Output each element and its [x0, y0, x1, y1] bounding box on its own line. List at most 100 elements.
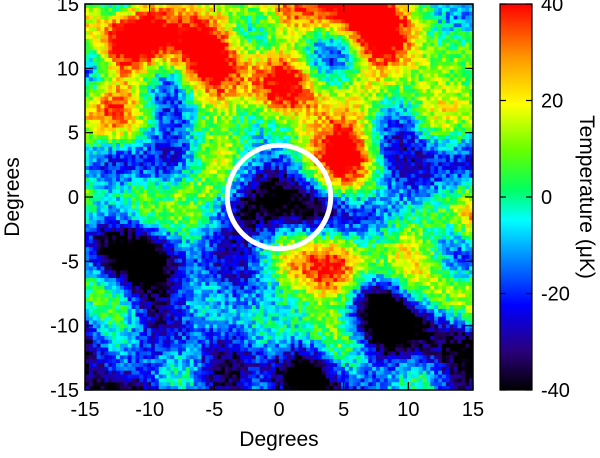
heatmap-cell: [150, 100, 156, 105]
heatmap-cell: [360, 108, 365, 113]
heatmap-cell: [88, 189, 94, 194]
heatmap-cell: [213, 119, 218, 125]
heatmap-cell: [116, 158, 121, 163]
heatmap-cell: [193, 135, 198, 140]
heatmap-cell: [251, 69, 257, 74]
heatmap-cell: [391, 4, 396, 9]
heatmap-cell: [205, 11, 210, 16]
heatmap-cell: [197, 112, 202, 117]
heatmap-cell: [321, 23, 326, 28]
heatmap-cell: [139, 85, 144, 90]
heatmap-cell: [352, 150, 357, 155]
heatmap-cell: [197, 50, 202, 55]
heatmap-cell: [368, 166, 373, 171]
heatmap-cell: [255, 127, 260, 132]
heatmap-cell: [178, 15, 183, 20]
heatmap-cell: [259, 38, 264, 43]
heatmap-cell: [414, 123, 420, 128]
heatmap-cell: [178, 96, 183, 101]
heatmap-cell: [302, 142, 307, 148]
heatmap-cell: [88, 96, 94, 101]
heatmap-cell: [410, 54, 416, 59]
heatmap-cell: [348, 19, 354, 24]
heatmap-cell: [205, 50, 210, 55]
heatmap-cell: [298, 169, 303, 175]
heatmap-cell: [259, 185, 264, 190]
heatmap-cell: [465, 185, 470, 190]
heatmap-cell: [306, 127, 311, 132]
heatmap-cell: [279, 119, 284, 125]
heatmap-cell: [279, 131, 284, 136]
heatmap-cell: [414, 58, 420, 63]
heatmap-cell: [185, 169, 191, 175]
heatmap-cell: [399, 7, 404, 13]
heatmap-cell: [267, 162, 272, 167]
heatmap-cell: [213, 181, 218, 186]
heatmap-cell: [352, 146, 357, 152]
heatmap-cell: [251, 38, 257, 43]
heatmap-cell: [438, 115, 443, 121]
heatmap-cell: [434, 38, 439, 43]
heatmap-cell: [410, 65, 416, 71]
heatmap-cell: [321, 4, 326, 9]
heatmap-cell: [247, 162, 253, 167]
heatmap-cell: [236, 115, 241, 121]
heatmap-cell: [407, 92, 412, 98]
heatmap-cell: [376, 154, 381, 159]
heatmap-cell: [116, 61, 121, 67]
heatmap-cell: [298, 185, 303, 190]
heatmap-cell: [410, 100, 416, 105]
heatmap-cell: [154, 127, 160, 132]
heatmap-cell: [259, 61, 264, 67]
heatmap-cell: [213, 54, 218, 59]
heatmap-cell: [282, 119, 288, 125]
heatmap-cell: [410, 42, 416, 47]
heatmap-cell: [383, 173, 389, 179]
heatmap-cell: [422, 154, 427, 159]
heatmap-cell: [387, 108, 392, 113]
heatmap-cell: [434, 127, 439, 132]
heatmap-cell: [213, 100, 218, 105]
heatmap-cell: [341, 92, 346, 98]
heatmap-cell: [317, 92, 323, 98]
heatmap-cell: [185, 34, 191, 40]
heatmap-cell: [263, 169, 268, 175]
heatmap-cell: [430, 154, 435, 159]
heatmap-cell: [457, 115, 462, 121]
heatmap-cell: [286, 19, 292, 24]
heatmap-cell: [201, 142, 206, 148]
heatmap-cell: [333, 77, 338, 82]
heatmap-cell: [372, 150, 377, 155]
heatmap-cell: [294, 127, 299, 132]
heatmap-cell: [232, 58, 237, 63]
heatmap-cell: [306, 92, 311, 98]
heatmap-cell: [329, 119, 334, 125]
heatmap-cell: [469, 100, 473, 105]
heatmap-cell: [302, 69, 307, 74]
heatmap-cell: [88, 127, 94, 132]
heatmap-cell: [395, 85, 400, 90]
heatmap-cell: [341, 112, 346, 117]
heatmap-cell: [267, 150, 272, 155]
heatmap-cell: [352, 38, 357, 43]
heatmap-cell: [321, 81, 326, 86]
heatmap-cell: [438, 4, 443, 9]
heatmap-cell: [302, 108, 307, 113]
heatmap-cell: [391, 115, 396, 121]
heatmap-cell: [127, 131, 132, 136]
heatmap-cell: [352, 135, 357, 140]
heatmap-cell: [104, 96, 109, 101]
heatmap-cell: [127, 158, 132, 163]
heatmap-cell: [310, 34, 315, 40]
heatmap-cell: [147, 54, 152, 59]
heatmap-cell: [449, 81, 454, 86]
heatmap-cell: [321, 7, 326, 13]
heatmap-cell: [139, 189, 144, 194]
heatmap-cell: [108, 135, 113, 140]
heatmap-cell: [174, 42, 179, 47]
heatmap-cell: [112, 146, 117, 152]
heatmap-cell: [119, 73, 125, 78]
heatmap-cell: [170, 7, 175, 13]
heatmap-cell: [438, 185, 443, 190]
heatmap-cell: [403, 173, 408, 179]
